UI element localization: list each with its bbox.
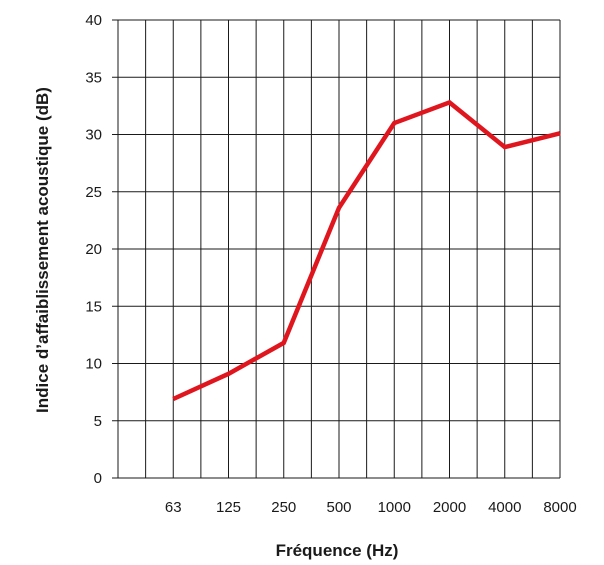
y-tick-label: 40 [85, 12, 102, 29]
x-tick-label: 4000 [488, 499, 521, 516]
y-tick-label: 0 [94, 470, 102, 487]
y-tick-label: 15 [85, 298, 102, 315]
x-tick-label: 8000 [543, 499, 576, 516]
x-tick-label: 63 [165, 499, 182, 516]
x-axis-title: Fréquence (Hz) [276, 541, 399, 560]
chart-grid [112, 19, 561, 479]
x-axis-ticks: 63 125 250 500 1000 2000 4000 8000 [165, 499, 577, 516]
y-axis-title: Indice d’affaiblissement acoustique (dB) [33, 87, 52, 413]
y-tick-label: 25 [85, 184, 102, 201]
y-tick-label: 10 [85, 356, 102, 373]
y-tick-label: 35 [85, 69, 102, 86]
y-axis-ticks: 0 5 10 15 20 25 30 35 40 [85, 12, 102, 487]
y-tick-label: 30 [85, 127, 102, 144]
x-tick-label: 500 [326, 499, 351, 516]
chart-series [172, 99, 561, 402]
y-tick-label: 20 [85, 241, 102, 258]
y-tick-label: 5 [94, 413, 102, 430]
series-line [172, 99, 561, 402]
x-tick-label: 125 [216, 499, 241, 516]
x-tick-label: 2000 [433, 499, 466, 516]
x-tick-label: 1000 [378, 499, 411, 516]
x-tick-label: 250 [271, 499, 296, 516]
